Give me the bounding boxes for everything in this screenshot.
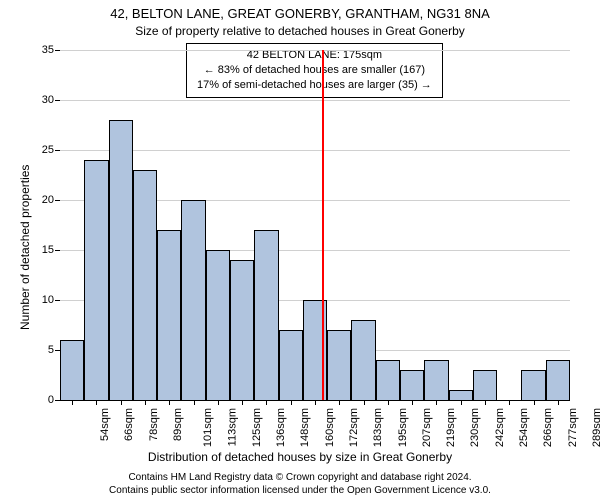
y-tick-label: 35	[24, 44, 54, 56]
x-tick-label: 242sqm	[494, 408, 506, 447]
y-tick	[55, 300, 60, 301]
x-tick-label: 54sqm	[99, 408, 111, 441]
histogram-bar	[157, 230, 181, 400]
histogram-bar	[60, 340, 84, 400]
gridline	[60, 50, 570, 51]
x-tick-label: 266sqm	[542, 408, 554, 447]
y-tick-label: 20	[24, 194, 54, 206]
histogram-bar	[181, 200, 205, 400]
histogram-bar	[473, 370, 497, 400]
y-tick-label: 15	[24, 244, 54, 256]
y-tick	[55, 250, 60, 251]
y-tick-label: 10	[24, 294, 54, 306]
histogram-bar	[376, 360, 400, 400]
histogram-bar	[254, 230, 278, 400]
y-tick	[55, 200, 60, 201]
histogram-bar	[449, 390, 473, 400]
x-tick-label: 195sqm	[397, 408, 409, 447]
x-tick-label: 66sqm	[123, 408, 135, 441]
histogram-bar	[400, 370, 424, 400]
histogram-bar	[84, 160, 108, 400]
histogram-bar	[351, 320, 375, 400]
x-tick-label: 230sqm	[470, 408, 482, 447]
x-tick-label: 254sqm	[518, 408, 530, 447]
chart-container: { "title": "42, BELTON LANE, GREAT GONER…	[0, 0, 600, 500]
chart-subtitle: Size of property relative to detached ho…	[0, 24, 600, 38]
x-tick-label: 136sqm	[275, 408, 287, 447]
y-tick	[55, 150, 60, 151]
gridline	[60, 150, 570, 151]
x-tick-label: 101sqm	[202, 408, 214, 447]
x-tick-label: 78sqm	[148, 408, 160, 441]
histogram-bar	[279, 330, 303, 400]
x-tick-label: 289sqm	[591, 408, 600, 447]
x-tick-label: 125sqm	[251, 408, 263, 447]
x-tick-label: 183sqm	[372, 408, 384, 447]
y-tick-label: 5	[24, 344, 54, 356]
histogram-bar	[521, 370, 545, 400]
x-tick-label: 277sqm	[567, 408, 579, 447]
y-tick-label: 30	[24, 94, 54, 106]
x-tick-label: 160sqm	[324, 408, 336, 447]
footer-line-1: Contains HM Land Registry data © Crown c…	[0, 471, 600, 484]
x-tick-label: 207sqm	[421, 408, 433, 447]
footer-attribution: Contains HM Land Registry data © Crown c…	[0, 471, 600, 497]
x-tick-label: 148sqm	[300, 408, 312, 447]
histogram-bar	[109, 120, 133, 400]
histogram-bar	[133, 170, 157, 400]
y-tick-label: 0	[24, 394, 54, 406]
x-tick-label: 89sqm	[172, 408, 184, 441]
footer-line-2: Contains public sector information licen…	[0, 484, 600, 497]
y-tick	[55, 50, 60, 51]
x-tick-label: 219sqm	[445, 408, 457, 447]
x-axis-label: Distribution of detached houses by size …	[0, 450, 600, 464]
chart-title: 42, BELTON LANE, GREAT GONERBY, GRANTHAM…	[0, 6, 600, 21]
gridline	[60, 100, 570, 101]
marker-line	[322, 50, 324, 400]
y-tick	[55, 100, 60, 101]
histogram-bar	[206, 250, 230, 400]
histogram-bar	[327, 330, 351, 400]
plot-area	[60, 50, 570, 400]
x-tick-label: 172sqm	[348, 408, 360, 447]
y-tick-label: 25	[24, 144, 54, 156]
histogram-bar	[424, 360, 448, 400]
x-tick-label: 113sqm	[226, 408, 238, 446]
histogram-bar	[546, 360, 570, 400]
x-axis-line	[60, 400, 570, 401]
histogram-bar	[230, 260, 254, 400]
